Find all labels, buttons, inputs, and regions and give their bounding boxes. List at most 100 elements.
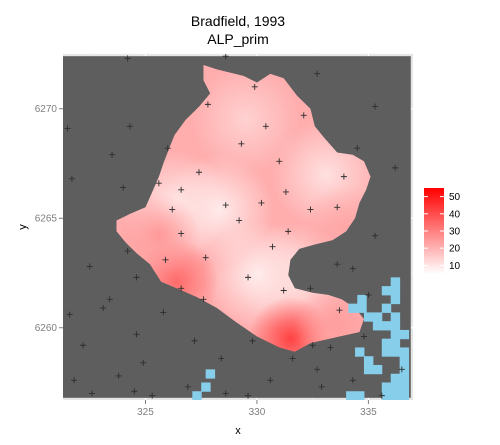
- sample-point: [236, 217, 243, 224]
- sample-point: [133, 274, 140, 281]
- sample-point: [66, 311, 73, 318]
- legend-tick-label: 20: [449, 244, 461, 255]
- water-cell: [390, 294, 401, 305]
- sample-point: [169, 206, 176, 213]
- water-cell: [390, 277, 401, 287]
- legend-tick-label: 40: [449, 209, 461, 220]
- legend-colorbar: [424, 188, 444, 274]
- sample-point: [249, 337, 256, 344]
- water-cell: [381, 347, 392, 357]
- sample-point: [191, 337, 198, 344]
- sample-point: [68, 175, 75, 182]
- water-cell: [399, 356, 410, 366]
- sample-point: [204, 101, 211, 108]
- water-cell: [355, 391, 365, 400]
- sample-point: [184, 383, 191, 390]
- x-axis: 325 330 335: [137, 400, 377, 418]
- water-cell: [363, 312, 374, 322]
- water-cell: [363, 356, 374, 366]
- sample-point: [285, 228, 292, 235]
- sample-point: [365, 291, 372, 298]
- sample-point: [133, 331, 140, 338]
- water-cell: [381, 338, 392, 348]
- x-tick-label: 335: [360, 407, 377, 418]
- legend-tick-label: 50: [449, 192, 461, 203]
- sample-point: [349, 377, 356, 384]
- sample-point: [372, 103, 379, 110]
- sample-point: [392, 164, 399, 171]
- sample-point: [314, 366, 321, 373]
- sample-point: [258, 199, 265, 206]
- water-cell: [390, 286, 401, 296]
- sample-point: [71, 377, 78, 384]
- water-cell: [205, 369, 216, 379]
- water-cell: [399, 373, 410, 383]
- sample-point: [124, 248, 131, 255]
- chart-subtitle: ALP_prim: [207, 31, 268, 47]
- water-cell: [355, 347, 365, 357]
- sample-point: [300, 112, 307, 119]
- sample-point: [372, 232, 379, 239]
- sample-point: [318, 383, 325, 390]
- water-cell: [390, 347, 401, 357]
- legend-tick-label: 10: [449, 261, 461, 272]
- sample-point: [160, 309, 167, 316]
- sample-point: [238, 140, 245, 147]
- chart-title: Bradfield, 1993: [191, 13, 285, 29]
- y-tick-label: 6260: [35, 323, 58, 334]
- sample-point: [327, 344, 334, 351]
- sample-point: [109, 151, 116, 158]
- sample-point: [222, 54, 229, 60]
- sample-point: [334, 204, 341, 211]
- sample-point: [218, 355, 225, 362]
- legend-tick-label: 30: [449, 227, 461, 238]
- sample-point: [106, 296, 113, 303]
- sample-point: [202, 254, 209, 261]
- sample-point: [245, 274, 252, 281]
- sample-point: [178, 285, 185, 292]
- water-cell: [348, 303, 358, 313]
- sample-point: [307, 206, 314, 213]
- sample-point: [314, 70, 321, 77]
- sample-point: [178, 230, 185, 237]
- water-cell: [372, 364, 383, 375]
- sample-point: [195, 169, 202, 176]
- x-axis-label: x: [235, 425, 241, 437]
- water-cell: [357, 303, 367, 313]
- sample-point: [162, 256, 169, 263]
- sample-point: [126, 123, 133, 130]
- sample-point: [349, 265, 356, 272]
- sample-point: [269, 243, 276, 250]
- sample-point: [336, 307, 343, 314]
- y-axis: 6260 6265 6270: [35, 104, 63, 334]
- sample-point: [276, 158, 283, 165]
- sample-point: [267, 377, 274, 384]
- sample-point: [360, 333, 367, 340]
- water-cell: [381, 382, 392, 392]
- sample-point: [289, 355, 296, 362]
- sample-point: [164, 145, 171, 152]
- sample-point: [251, 83, 258, 90]
- water-cell: [399, 329, 410, 340]
- y-axis-label: y: [17, 224, 29, 230]
- water-cell: [390, 321, 401, 331]
- water-cell: [399, 347, 410, 357]
- sample-point: [131, 388, 138, 395]
- sample-point: [334, 261, 341, 268]
- water-cell: [192, 391, 202, 400]
- water-cell: [381, 391, 392, 400]
- sample-point: [354, 145, 361, 152]
- water-cell: [399, 391, 410, 400]
- sample-point: [88, 390, 95, 397]
- water-cell: [363, 364, 374, 375]
- sample-point: [222, 390, 229, 397]
- sample-point: [120, 184, 127, 191]
- water-cell: [372, 312, 383, 322]
- sample-point: [86, 263, 93, 270]
- sample-point: [200, 296, 207, 303]
- sample-point: [140, 359, 147, 366]
- surface-hotspot: [190, 64, 301, 175]
- sample-point: [309, 342, 316, 349]
- sample-point: [124, 55, 131, 62]
- sample-point: [378, 392, 385, 399]
